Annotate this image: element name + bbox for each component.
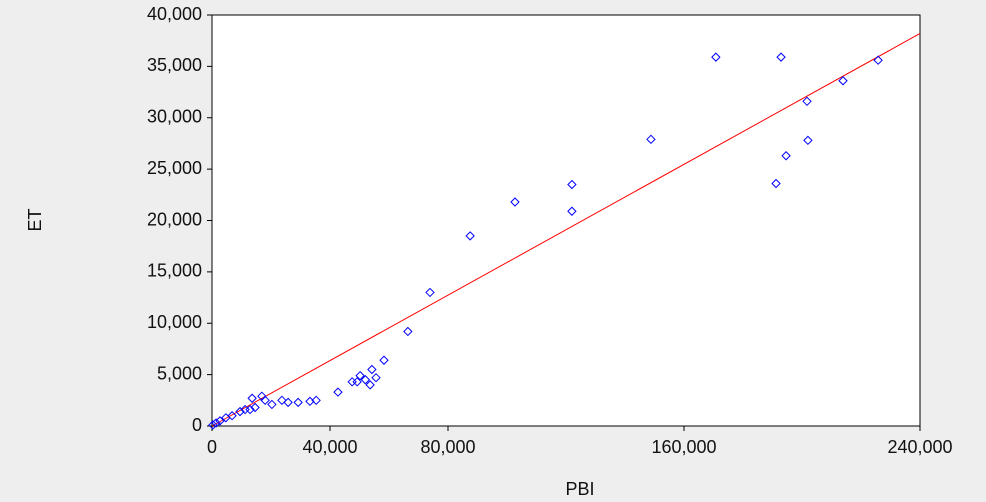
point xyxy=(367,364,377,375)
y-tick-label: 15,000 xyxy=(147,261,202,281)
point xyxy=(293,397,303,408)
point xyxy=(305,396,315,407)
point xyxy=(208,420,218,430)
fit-line xyxy=(211,33,921,427)
x-axis-label: PBI xyxy=(565,479,594,499)
y-tick-label: 35,000 xyxy=(147,55,202,75)
point xyxy=(250,402,260,413)
y-tick-label: 0 xyxy=(192,415,202,435)
point xyxy=(646,134,656,145)
y-tick-label: 30,000 xyxy=(147,107,202,127)
y-tick-label: 25,000 xyxy=(147,158,202,178)
point xyxy=(277,395,287,406)
point xyxy=(803,135,813,146)
point xyxy=(365,380,375,390)
point xyxy=(567,179,577,190)
point xyxy=(333,387,343,397)
x-tick-label: 80,000 xyxy=(420,437,475,457)
point xyxy=(355,370,365,381)
point xyxy=(567,206,577,216)
point xyxy=(873,55,883,65)
x-tick-label: 160,000 xyxy=(651,437,716,457)
point xyxy=(221,413,231,423)
y-tick-label: 20,000 xyxy=(147,209,202,229)
point xyxy=(245,404,255,415)
point xyxy=(267,399,277,410)
y-axis-label: ET xyxy=(25,208,45,231)
point xyxy=(260,395,270,406)
point xyxy=(510,197,520,207)
point xyxy=(776,52,786,62)
point xyxy=(781,151,791,161)
point xyxy=(227,411,237,421)
point xyxy=(711,52,721,62)
point xyxy=(247,393,257,403)
x-tick-label: 240,000 xyxy=(887,437,952,457)
y-tick-label: 10,000 xyxy=(147,312,202,332)
point xyxy=(838,76,848,86)
point xyxy=(771,178,781,189)
point xyxy=(465,231,475,241)
point xyxy=(311,395,321,406)
y-tick-label: 5,000 xyxy=(157,363,202,383)
x-tick-label: 0 xyxy=(207,437,217,457)
y-tick-label: 40,000 xyxy=(147,4,202,24)
point xyxy=(802,96,812,107)
point xyxy=(347,377,357,387)
point xyxy=(425,287,435,298)
x-tick-label: 40,000 xyxy=(302,437,357,457)
point xyxy=(360,375,371,385)
point xyxy=(235,406,245,417)
point xyxy=(403,326,413,337)
point xyxy=(379,355,389,365)
plot-area xyxy=(211,14,921,427)
point xyxy=(371,373,381,383)
